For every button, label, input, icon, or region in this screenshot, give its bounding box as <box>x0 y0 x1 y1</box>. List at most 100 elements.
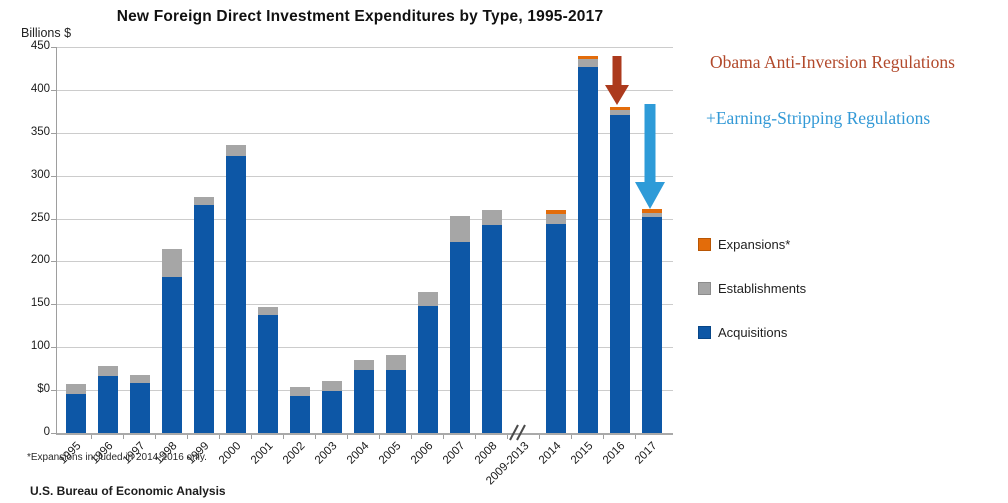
bar-2017-acquisitions <box>642 216 662 433</box>
x-tick-9 <box>379 435 380 439</box>
bar-2015-expansions <box>578 55 598 59</box>
y-tick-0 <box>51 433 56 434</box>
y-label-100: 100 <box>30 340 50 353</box>
bar-2007-establishments <box>450 215 470 242</box>
legend-item-expansions: Expansions* <box>698 237 806 252</box>
x-tick-6 <box>283 435 284 439</box>
x-label-2009-2013: 2009-2013 <box>484 440 532 488</box>
gridline-450 <box>57 47 673 48</box>
bar-1998-establishments <box>162 248 182 277</box>
y-tick-350 <box>51 132 56 134</box>
y-label-400: 400 <box>30 82 50 95</box>
bar-2015-acquisitions <box>578 66 598 433</box>
bar-2008-acquisitions <box>482 224 502 433</box>
legend: Expansions* Establishments Acquisitions <box>698 237 807 370</box>
x-tick-11 <box>443 435 444 439</box>
x-tick-13 <box>507 435 508 439</box>
bar-2003-establishments <box>322 380 342 391</box>
x-label-2007: 2007 <box>440 440 468 467</box>
gridline-350 <box>57 132 673 134</box>
x-tick-14 <box>539 435 540 439</box>
y-tick-400 <box>51 89 56 91</box>
gridline-250 <box>57 218 673 220</box>
bar-2016-acquisitions <box>610 114 630 433</box>
x-label-2004: 2004 <box>344 440 372 467</box>
x-tick-16 <box>603 435 604 439</box>
source-attribution: U.S. Bureau of Economic Analysis <box>30 484 226 498</box>
x-label-2003: 2003 <box>312 440 340 467</box>
bar-2002-acquisitions <box>290 396 310 433</box>
bar-2016-expansions <box>610 107 630 111</box>
plot-area <box>56 47 673 435</box>
y-axis-unit-label: Billions $ <box>21 26 72 40</box>
bar-2004-establishments <box>354 360 374 371</box>
y-label-300: 300 <box>30 168 50 181</box>
y-tick-100 <box>51 347 56 349</box>
earning-stripping-arrow <box>635 104 665 209</box>
bar-2000-establishments <box>226 144 246 156</box>
gridline-400 <box>57 89 673 91</box>
bar-2014-establishments <box>546 214 566 224</box>
bar-2017-establishments <box>642 212 662 217</box>
bar-2017-expansions <box>642 209 662 213</box>
y-label-450: 450 <box>30 40 50 52</box>
x-label-2015: 2015 <box>568 440 596 467</box>
legend-label: Establishments <box>718 280 807 296</box>
gridline-200 <box>57 261 673 263</box>
gridline-300 <box>57 175 673 177</box>
x-label-2005: 2005 <box>376 440 404 467</box>
bar-2014-acquisitions <box>546 223 566 433</box>
bar-1995-establishments <box>66 384 86 395</box>
bar-2000-acquisitions <box>226 155 246 433</box>
x-tick-3 <box>187 435 188 439</box>
annotation-anti-inversion: Obama Anti-Inversion Regulations <box>710 52 955 72</box>
legend-label: Acquisitions <box>718 324 788 340</box>
bar-1999-establishments <box>194 197 214 205</box>
bar-2007-acquisitions <box>450 241 470 433</box>
legend-item-establishments: Establishments <box>698 280 807 296</box>
bar-2008-establishments <box>482 209 502 225</box>
gridline-150 <box>57 304 673 306</box>
x-tick-10 <box>411 435 412 439</box>
bar-2005-establishments <box>386 354 406 371</box>
anti-inversion-arrow <box>605 56 629 105</box>
bar-1996-acquisitions <box>98 375 118 433</box>
x-tick-7 <box>315 435 316 439</box>
y-tick-300 <box>51 175 56 177</box>
y-tick-450 <box>51 47 56 48</box>
x-tick-2 <box>155 435 156 439</box>
bar-1996-establishments <box>98 366 118 376</box>
x-label-2016: 2016 <box>600 440 628 467</box>
legend-swatch-icon <box>698 237 711 251</box>
bar-2004-acquisitions <box>354 370 374 433</box>
y-label-350: 350 <box>30 125 50 138</box>
bar-2001-acquisitions <box>258 314 278 433</box>
y-label-200: 200 <box>30 254 50 267</box>
bar-1998-acquisitions <box>162 276 182 433</box>
legend-item-acquisitions: Acquisitions <box>698 324 806 340</box>
gridline-100 <box>57 347 673 349</box>
bar-2016-establishments <box>610 110 630 115</box>
earning-stripping-arrow-shape <box>635 104 665 209</box>
anti-inversion-arrow-shape <box>605 56 629 105</box>
x-tick-17 <box>635 435 636 439</box>
x-label-2014: 2014 <box>536 440 564 467</box>
y-label-0: 0 <box>43 426 50 438</box>
bar-2006-acquisitions <box>418 306 438 433</box>
bar-1997-establishments <box>130 374 150 384</box>
y-tick-150 <box>51 304 56 306</box>
y-label-50: $0 <box>37 383 50 396</box>
x-tick-5 <box>251 435 252 439</box>
bar-1999-acquisitions <box>194 204 214 433</box>
footnote: *Expansions included in 2014-2016 only. <box>27 452 207 463</box>
y-tick-250 <box>51 218 56 220</box>
bar-2014-expansions <box>546 209 566 215</box>
x-tick-8 <box>347 435 348 439</box>
legend-swatch-icon <box>698 281 711 295</box>
x-tick-15 <box>571 435 572 439</box>
x-label-2006: 2006 <box>408 440 436 467</box>
x-tick-12 <box>475 435 476 439</box>
y-label-150: 150 <box>30 297 50 310</box>
bar-1995-acquisitions <box>66 394 86 433</box>
legend-swatch-icon <box>698 325 711 339</box>
